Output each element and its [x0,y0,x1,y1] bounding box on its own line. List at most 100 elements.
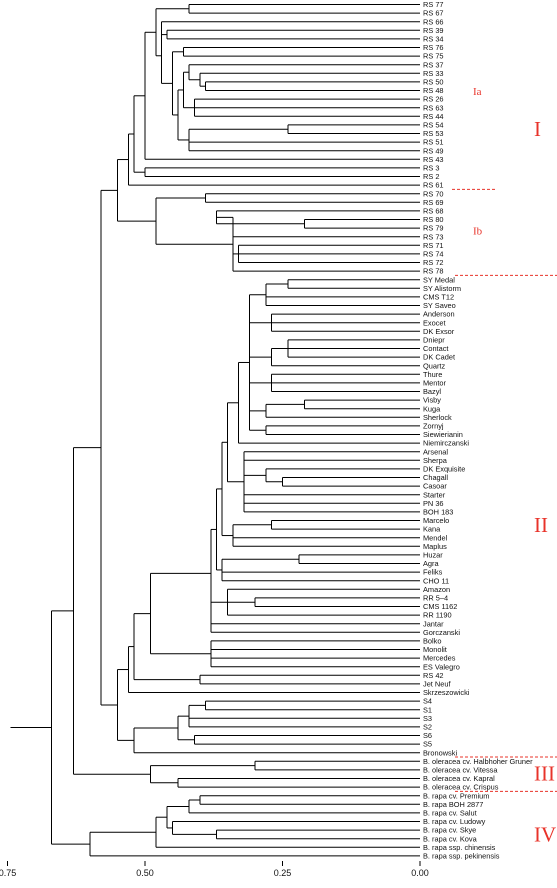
leaf-label: PN 36 [423,499,444,508]
leaf-label: ES Valegro [423,662,460,671]
leaf-label: S3 [423,714,432,723]
leaf-label: RS 53 [423,129,444,138]
leaf-label: Amazon [423,585,450,594]
leaf-label: Zornyj [423,422,444,431]
leaf-label: RS 37 [423,60,444,69]
leaf-label: Casoar [423,482,447,491]
leaf-label: DK Cadet [423,353,455,362]
leaf-label: Visby [423,396,441,405]
leaf-label: RS 42 [423,671,444,680]
leaf-label: RS 63 [423,103,444,112]
leaf-label: RS 69 [423,198,444,207]
leaf-label: RS 75 [423,52,444,61]
leaf-label: Siewierianin [423,430,463,439]
leaf-label: B. rapa ssp. pekinensis [423,852,500,861]
leaf-label: B. rapa ssp. chinensis [423,843,496,852]
leaf-label: B. rapa cv. Premium [423,791,489,800]
leaf-label: Bronowski [423,748,457,757]
axis-tick-label: 0.25 [274,868,292,878]
leaf-label: Kana [423,525,441,534]
leaf-label: RR 1190 [423,611,452,620]
leaf-label: Exocet [423,318,446,327]
leaf-label: RS 50 [423,78,444,87]
leaf-label: Niemirczanski [423,439,469,448]
leaf-label: Monolit [423,645,447,654]
group-label: IV [534,822,556,846]
leaf-label: Huzar [423,551,443,560]
leaf-label: Agra [423,559,440,568]
leaf-label: RS 68 [423,207,444,216]
leaf-label: S1 [423,705,432,714]
leaf-label: Mentor [423,379,447,388]
leaf-label: Marcelo [423,516,449,525]
leaf-label: Contact [423,344,448,353]
leaf-label: Chagall [423,473,448,482]
leaf-label: Gorczanski [423,628,460,637]
leaf-label: Sherpa [423,456,448,465]
axis-tick-label: 0.50 [136,868,154,878]
leaf-label: CMS T12 [423,293,454,302]
leaf-label: Bolko [423,637,442,646]
leaf-label: Starter [423,490,446,499]
leaf-label: Bazyl [423,387,441,396]
leaf-label: RS 39 [423,26,444,35]
dendrogram-branches [10,4,420,857]
group-label: I [534,117,541,141]
leaf-label: Feliks [423,568,443,577]
leaf-label: Sherlock [423,413,452,422]
leaf-label: Skrzeszowicki [423,688,470,697]
group-label: II [534,513,548,537]
leaf-label: B. rapa cv. Salut [423,809,477,818]
leaf-label: RS 61 [423,181,444,190]
group-label: Ia [473,86,482,98]
leaf-label: RS 76 [423,43,444,52]
leaf-label: RS 77 [423,0,444,9]
leaf-label: RS 34 [423,35,444,44]
leaf-label: S4 [423,697,432,706]
leaf-label: Mendel [423,533,448,542]
leaf-label: B. rapa cv. Ludowy [423,817,486,826]
leaf-label: RS 66 [423,17,444,26]
leaf-label: B. oleracea cv. Vitessa [423,766,498,775]
leaf-label: RS 74 [423,250,444,259]
leaf-label: S2 [423,723,432,732]
leaf-label: S5 [423,740,432,749]
leaf-label: B. oleracea cv. Kapral [423,774,495,783]
leaf-label: B. oleracea cv. Halbhoher Gruner [423,757,533,766]
leaf-label: RS 70 [423,189,444,198]
leaf-label: RS 72 [423,258,444,267]
leaf-label: CMS 1162 [423,602,457,611]
leaf-label: Quartz [423,361,445,370]
leaf-label: RS 33 [423,69,444,78]
axis-tick-label: 0.75 [0,868,16,878]
leaf-label: S6 [423,731,432,740]
leaf-label: Anderson [423,310,455,319]
leaf-label: RS 48 [423,86,444,95]
leaf-label: RR 5–4 [423,594,448,603]
leaf-label: Maplus [423,542,447,551]
leaf-label: RS 67 [423,9,444,18]
leaf-label: SY Alistorm [423,284,461,293]
leaf-label: RS 43 [423,155,444,164]
leaf-label: RS 78 [423,267,444,276]
leaf-label: B. rapa cv. Skye [423,826,476,835]
leaf-label: B. rapa BOH 2877 [423,800,483,809]
leaf-label: RS 3 [423,164,439,173]
leaf-label: DK Exsor [423,327,455,336]
leaf-label: RS 26 [423,95,444,104]
leaf-label: RS 73 [423,232,444,241]
leaf-label: SY Medal [423,275,455,284]
leaf-label: Dniepr [423,336,445,345]
leaf-label: RS 2 [423,172,439,181]
leaf-label: Mercedes [423,654,456,663]
leaf-label: RS 79 [423,224,444,233]
leaf-label: RS 71 [423,241,444,250]
leaf-label: Jet Neuf [423,680,451,689]
leaf-label: Arsenal [423,447,448,456]
leaf-label: DK Exquisite [423,465,465,474]
axis-tick-label: 0.00 [411,868,429,878]
group-label: Ib [473,226,483,238]
group-separators [452,188,557,792]
